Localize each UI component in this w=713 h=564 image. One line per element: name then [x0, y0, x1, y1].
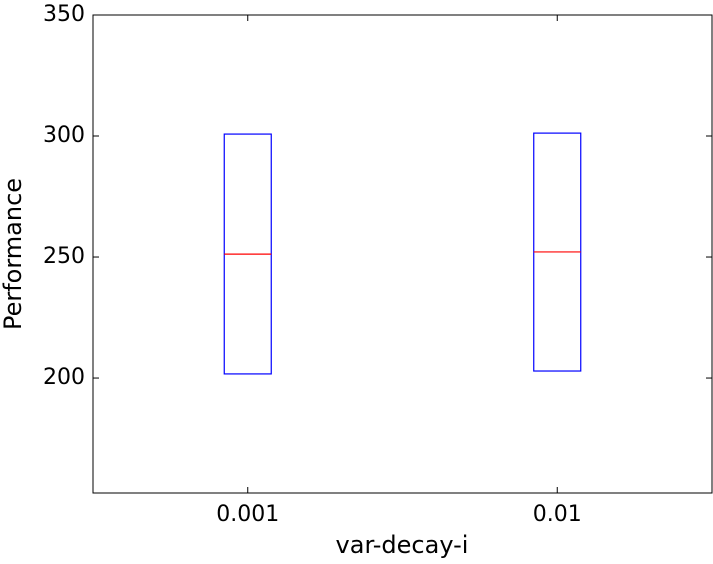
y-tick-label: 300 [43, 123, 85, 148]
y-axis-label: Performance [0, 178, 27, 330]
plot-frame [92, 14, 713, 494]
x-tick-label: 0.001 [216, 502, 279, 527]
y-tick-label: 250 [43, 244, 85, 269]
x-tick-label: 0.01 [533, 502, 582, 527]
y-tick-label: 200 [43, 365, 85, 390]
y-tick-label: 350 [43, 2, 85, 27]
x-axis-label: var-decay-i [336, 531, 469, 559]
